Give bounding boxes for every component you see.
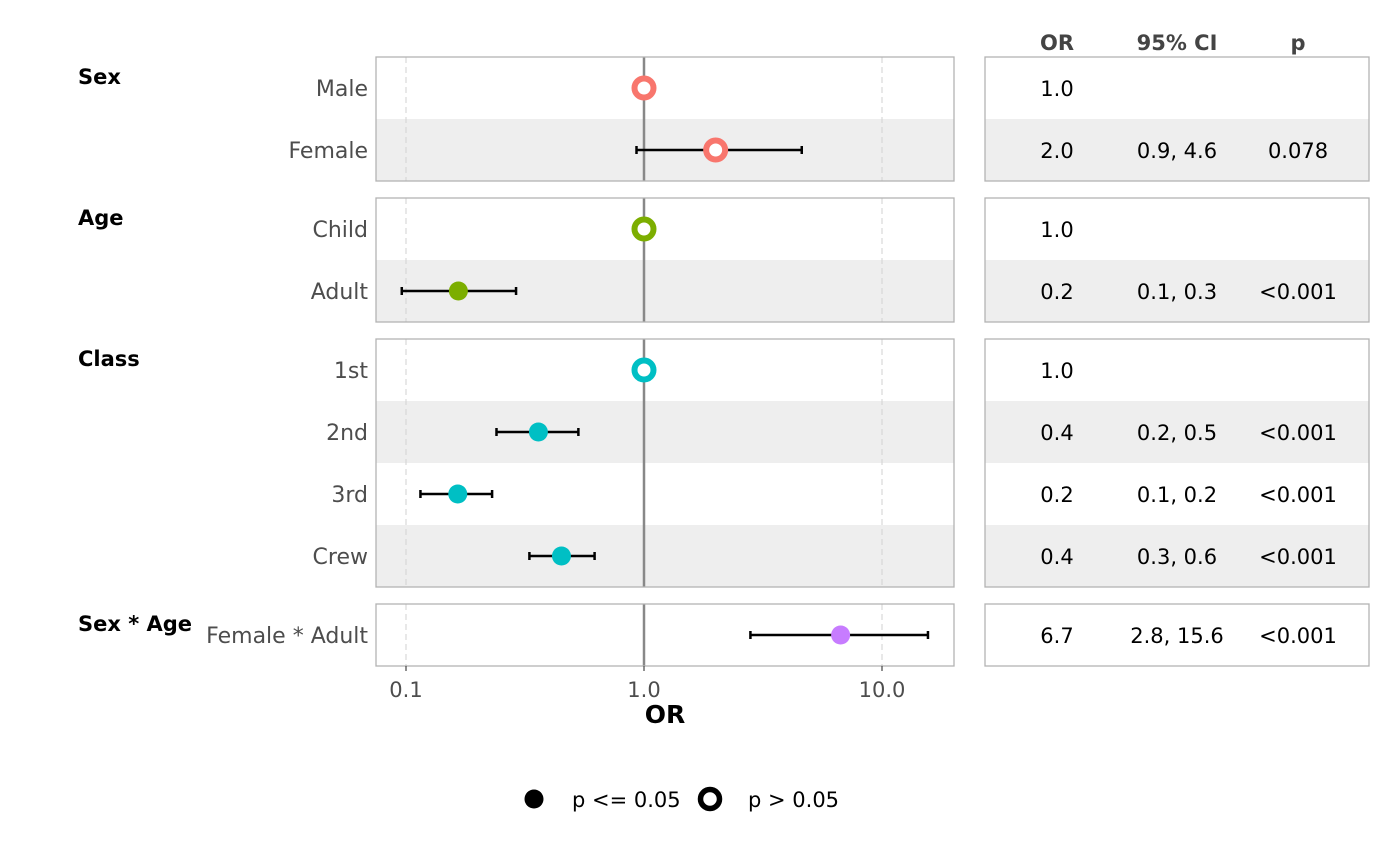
row-label: Crew <box>313 545 368 570</box>
point-estimate <box>448 281 468 301</box>
panels: Sex Male 1.0 Female 2.0 0.9, 4.6 0.078 Age Child… <box>78 56 1370 667</box>
table-ci: 2.8, 15.6 <box>1130 624 1224 648</box>
row-band <box>985 525 1369 587</box>
point-estimate <box>528 422 548 442</box>
row-label: 1st <box>334 359 368 384</box>
table-p: <0.001 <box>1259 545 1337 569</box>
table-or: 2.0 <box>1040 139 1073 163</box>
table-p: <0.001 <box>1259 421 1337 445</box>
table-ci: 0.2, 0.5 <box>1137 421 1217 445</box>
row-label: Adult <box>311 280 369 305</box>
group-title: Class <box>78 347 140 371</box>
row-label: Male <box>316 77 368 102</box>
row-band <box>985 119 1369 181</box>
point-estimate <box>631 357 657 383</box>
table-or: 1.0 <box>1040 218 1073 242</box>
table-p: 0.078 <box>1268 139 1328 163</box>
table-p: <0.001 <box>1259 624 1337 648</box>
group-age: Age Child 1.0 Adult 0.2 0.1, 0.3 <0.001 <box>78 197 1370 323</box>
legend-label: p <= 0.05 <box>572 788 681 812</box>
table-or: 0.4 <box>1040 421 1073 445</box>
row-label: Female <box>288 139 368 164</box>
x-tick-label: 10.0 <box>859 678 906 702</box>
row-band <box>985 401 1369 463</box>
group-title: Sex * Age <box>78 612 192 636</box>
table-panel-border <box>984 338 1370 588</box>
row-label: 2nd <box>326 421 368 446</box>
group-title: Sex <box>78 65 121 89</box>
point-estimate <box>448 484 468 504</box>
row-label: Child <box>313 218 369 243</box>
legend-label: p > 0.05 <box>748 788 839 812</box>
table-or: 1.0 <box>1040 77 1073 101</box>
x-axis: 0.1 1.0 10.0 <box>389 666 905 702</box>
table-ci: 0.1, 0.2 <box>1137 483 1217 507</box>
table-header-ci: 95% CI <box>1137 31 1218 55</box>
legend: p <= 0.05 p > 0.05 <box>524 786 839 812</box>
plot-panel-border <box>375 603 955 667</box>
table-panel-border <box>984 603 1370 667</box>
x-tick-label: 1.0 <box>627 678 660 702</box>
group-title: Age <box>78 206 124 230</box>
table-headers: OR 95% CI p <box>1040 31 1306 55</box>
x-axis-title: OR <box>645 700 686 729</box>
row-band <box>376 525 954 587</box>
row-band <box>376 401 954 463</box>
table-header-p: p <box>1290 31 1305 55</box>
plot-panel-border <box>375 338 955 588</box>
group-class: Class 1st 1.0 2nd 0.4 0.2, 0.5 <0.001 3rd 0.2 0.1… <box>78 338 1370 588</box>
point-estimate <box>631 75 657 101</box>
legend-hollow-icon <box>697 786 723 812</box>
table-panel-bg <box>985 604 1369 666</box>
group-sex-age: Sex * Age Female * Adult 6.7 2.8, 15.6 <0.00… <box>78 603 1370 667</box>
row-band <box>985 260 1369 322</box>
row-label: 3rd <box>331 483 368 508</box>
plot-panel-border <box>375 56 955 182</box>
table-p: <0.001 <box>1259 280 1337 304</box>
point-estimate <box>703 137 729 163</box>
point-estimate <box>551 546 571 566</box>
group-sex: Sex Male 1.0 Female 2.0 0.9, 4.6 0.078 <box>78 56 1370 182</box>
table-header-or: OR <box>1040 31 1074 55</box>
table-panel-border <box>984 197 1370 323</box>
table-or: 0.2 <box>1040 280 1073 304</box>
table-panel-border <box>984 56 1370 182</box>
table-ci: 0.1, 0.3 <box>1137 280 1217 304</box>
point-estimate <box>831 625 851 645</box>
table-or: 0.4 <box>1040 545 1073 569</box>
table-p: <0.001 <box>1259 483 1337 507</box>
x-tick-label: 0.1 <box>389 678 422 702</box>
plot-panel-border <box>375 197 955 323</box>
table-ci: 0.3, 0.6 <box>1137 545 1217 569</box>
table-or: 6.7 <box>1040 624 1073 648</box>
point-estimate <box>631 216 657 242</box>
table-or: 1.0 <box>1040 359 1073 383</box>
table-ci: 0.9, 4.6 <box>1137 139 1217 163</box>
legend-filled-icon <box>524 789 544 809</box>
table-or: 0.2 <box>1040 483 1073 507</box>
row-label: Female * Adult <box>206 624 368 649</box>
